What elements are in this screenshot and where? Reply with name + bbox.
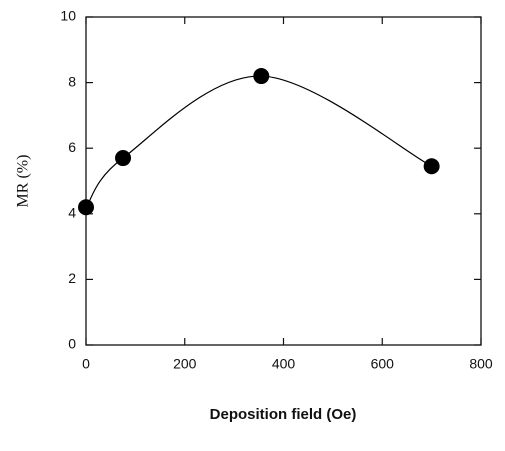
- x-tick-label: 800: [469, 356, 493, 372]
- x-tick-label: 200: [173, 356, 197, 372]
- y-tick-label: 8: [68, 73, 76, 89]
- y-tick-label: 10: [60, 8, 76, 24]
- y-axis-title: MR (%): [15, 155, 32, 208]
- plot-frame: [85, 16, 482, 346]
- data-point: [78, 199, 94, 216]
- fit-curve: [85, 75, 432, 208]
- data-point: [253, 68, 270, 85]
- y-tick-label: 4: [68, 205, 76, 221]
- x-tick-label: 600: [371, 356, 395, 372]
- y-tick-label: 6: [68, 139, 76, 155]
- x-tick-label: 400: [272, 356, 296, 372]
- y-tick-label: 2: [68, 270, 76, 286]
- x-tick-label: 0: [82, 356, 90, 372]
- data-point: [115, 150, 132, 167]
- x-axis-title: Deposition field (Oe): [210, 406, 357, 423]
- y-tick-label: 0: [68, 336, 76, 352]
- data-point: [423, 158, 440, 175]
